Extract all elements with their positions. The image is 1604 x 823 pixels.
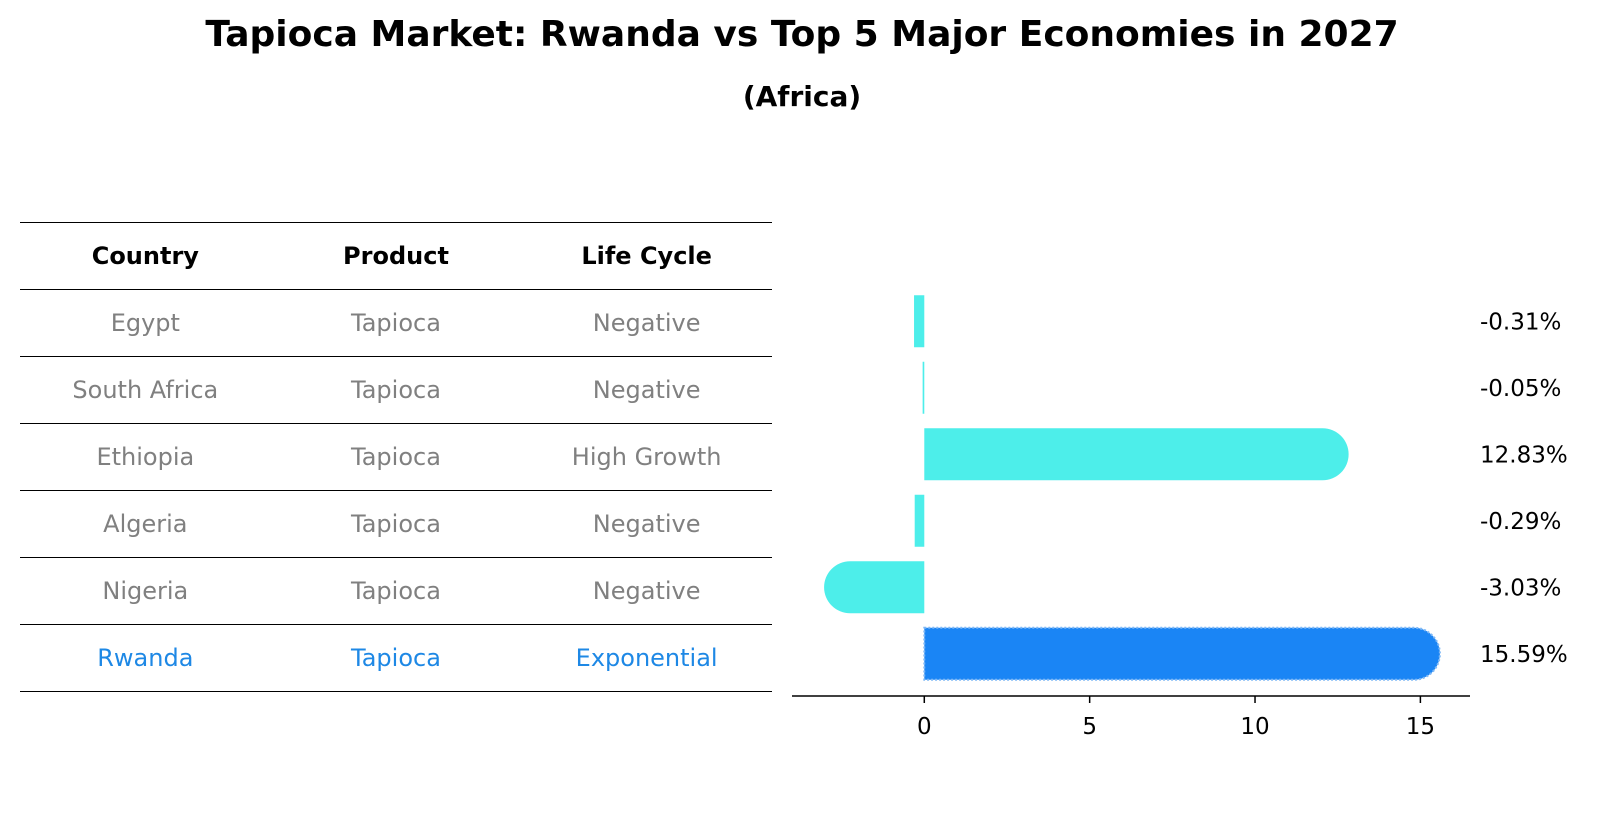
cell-product: Tapioca — [351, 443, 441, 471]
cell-life-cycle: Exponential — [575, 644, 718, 672]
chart-subtitle: (Africa) — [742, 80, 862, 113]
bar-south-africa — [922, 361, 925, 414]
cell-life-cycle: Negative — [592, 309, 701, 337]
value-label: -0.29% — [1480, 509, 1561, 535]
value-label: -3.03% — [1480, 575, 1561, 601]
chart-title: Tapioca Market: Rwanda vs Top 5 Major Ec… — [205, 14, 1399, 55]
x-tick-label: 15 — [1406, 714, 1435, 740]
table-header-row: Country Product Life Cycle — [20, 222, 772, 289]
cell-product: Tapioca — [351, 510, 441, 538]
header-country: Country — [91, 242, 199, 270]
cell-country: Egypt — [110, 309, 180, 337]
table-row: Algeria Tapioca Negative — [20, 490, 772, 557]
x-tick-label: 5 — [1082, 714, 1097, 740]
cell-life-cycle: Negative — [592, 510, 701, 538]
value-label: -0.05% — [1480, 376, 1561, 402]
cell-product: Tapioca — [351, 577, 441, 605]
cell-country: Rwanda — [97, 644, 194, 672]
value-label: -0.31% — [1480, 309, 1561, 335]
cell-product: Tapioca — [351, 309, 441, 337]
bar-egypt — [914, 295, 925, 348]
cell-country: Algeria — [103, 510, 188, 538]
cell-country: South Africa — [72, 376, 219, 404]
value-label: 12.83% — [1480, 442, 1568, 468]
table-row: South Africa Tapioca Negative — [20, 356, 772, 423]
bar-ethiopia — [924, 428, 1349, 481]
cell-life-cycle: Negative — [592, 376, 701, 404]
x-tick-label: 10 — [1240, 714, 1269, 740]
table-row: Ethiopia Tapioca High Growth — [20, 423, 772, 490]
table-row: Nigeria Tapioca Negative — [20, 557, 772, 624]
header-product: Product — [343, 242, 449, 270]
table-row-highlighted: Rwanda Tapioca Exponential — [20, 624, 772, 692]
cell-life-cycle: High Growth — [571, 443, 722, 471]
table-row: Egypt Tapioca Negative — [20, 289, 772, 356]
header-life-cycle: Life Cycle — [581, 242, 712, 270]
country-table: Country Product Life Cycle Egypt Tapioca… — [20, 222, 772, 692]
cell-product: Tapioca — [351, 376, 441, 404]
cell-country: Nigeria — [102, 577, 189, 605]
x-tick-label: 0 — [917, 714, 932, 740]
value-label: 15.59% — [1480, 642, 1568, 668]
cell-product: Tapioca — [351, 644, 441, 672]
bar-nigeria — [824, 561, 925, 614]
bar-algeria — [914, 494, 925, 547]
cell-life-cycle: Negative — [592, 577, 701, 605]
bar-rwanda — [923, 626, 1441, 681]
cell-country: Ethiopia — [96, 443, 195, 471]
